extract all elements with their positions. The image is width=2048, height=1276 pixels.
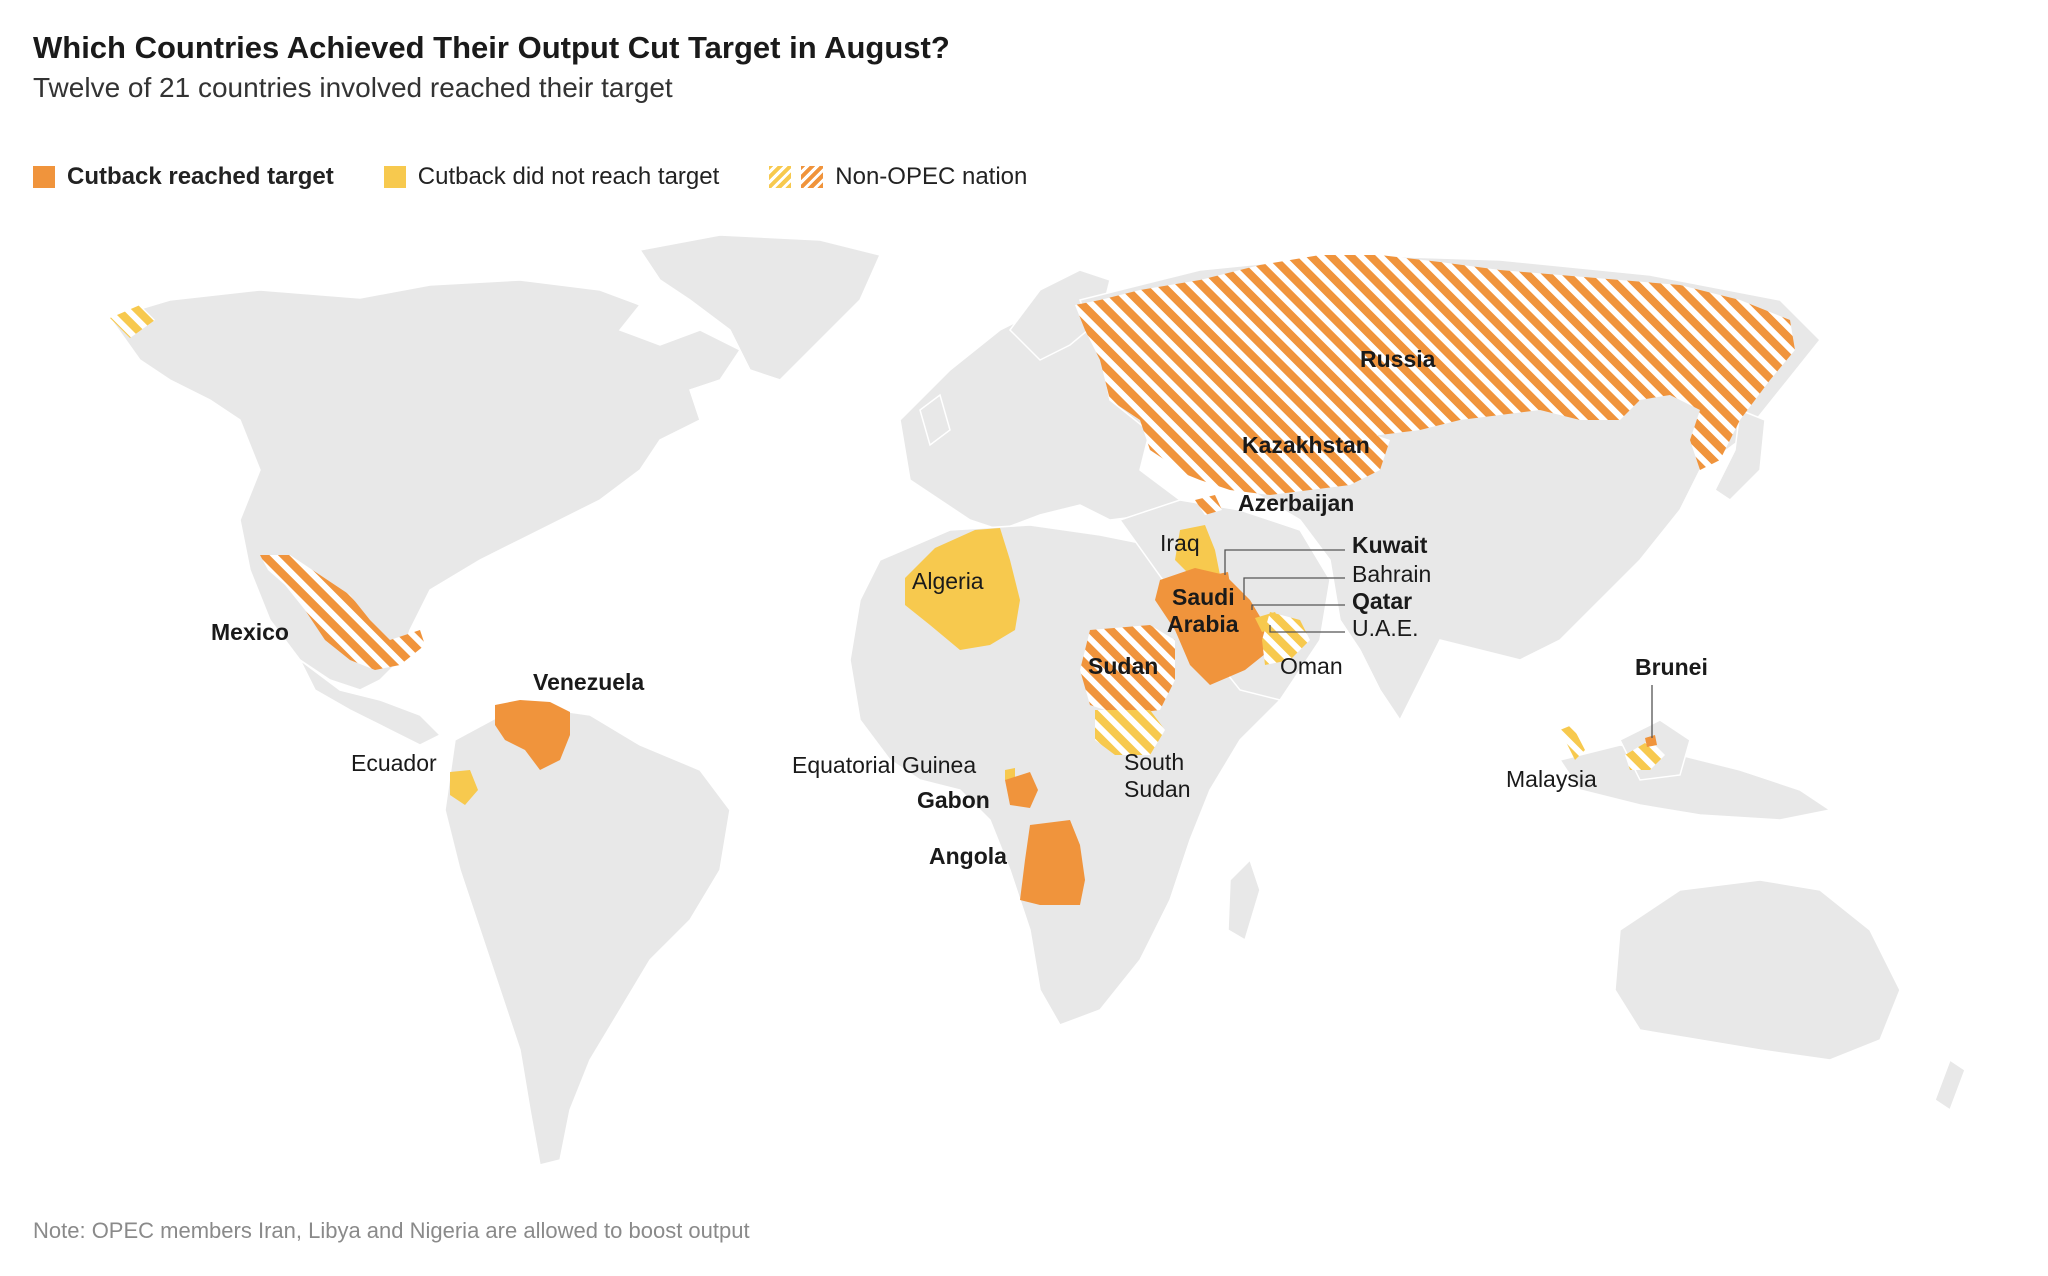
label-brunei: Brunei: [1635, 654, 1708, 680]
legend-swatch-reached: [33, 166, 55, 188]
label-algeria: Algeria: [912, 568, 984, 594]
map-subtitle: Twelve of 21 countries involved reached …: [33, 72, 673, 103]
country-mexico: [260, 555, 425, 670]
label-kuwait: Kuwait: [1352, 532, 1428, 558]
country-kuwait: [1218, 572, 1230, 585]
footnote: Note: OPEC members Iran, Libya and Niger…: [33, 1218, 750, 1243]
land-uk: [919, 393, 951, 447]
legend-swatch-hatch-yellow: [769, 166, 792, 188]
country-venezuela: [495, 700, 570, 770]
country-qatar: [1248, 606, 1255, 618]
label-oman: Oman: [1280, 653, 1343, 679]
legend-label-reached: Cutback reached target: [67, 163, 334, 190]
country-algeria: [905, 528, 1020, 650]
country-alaska-hatch: [110, 305, 155, 338]
label-russia: Russia: [1360, 346, 1436, 372]
legend: Cutback reached target Cutback did not r…: [33, 162, 1077, 192]
country-labels: Russia Kazakhstan Azerbaijan Iraq Kuwait…: [211, 346, 1708, 869]
label-bahrain: Bahrain: [1352, 561, 1431, 587]
country-eq-guinea: [1005, 768, 1015, 780]
country-brunei: [1645, 735, 1657, 747]
legend-item-non-opec: Non-OPEC nation: [769, 163, 1027, 191]
land-indonesia: [1558, 744, 1832, 821]
country-saudi-arabia: [1155, 568, 1270, 685]
legend-swatch-hatch-orange: [801, 166, 824, 188]
country-south-sudan: [1095, 710, 1165, 755]
label-ecuador: Ecuador: [351, 750, 437, 776]
label-mexico: Mexico: [211, 619, 289, 645]
legend-item-missed: Cutback did not reach target: [383, 163, 720, 191]
leader-lines: [1224, 549, 1653, 738]
label-sudan: Sudan: [1088, 653, 1158, 679]
label-saudi-1: Saudi: [1172, 584, 1235, 610]
label-qatar: Qatar: [1352, 588, 1412, 614]
country-gabon: [1005, 772, 1038, 808]
legend-label-missed: Cutback did not reach target: [417, 163, 720, 190]
country-iraq: [1175, 525, 1220, 580]
label-angola: Angola: [929, 843, 1007, 869]
leader-kuwait: [1224, 549, 1345, 575]
label-kazakhstan: Kazakhstan: [1242, 432, 1370, 458]
label-eq-guinea: Equatorial Guinea: [792, 752, 976, 778]
land-north-america: [108, 279, 742, 691]
land-madagascar: [1227, 858, 1261, 942]
label-saudi-2: Arabia: [1167, 611, 1239, 637]
land-australia: [1614, 879, 1901, 1061]
label-venezuela: Venezuela: [533, 669, 644, 695]
country-ecuador: [450, 770, 478, 805]
label-malaysia: Malaysia: [1506, 766, 1597, 792]
highlighted-countries: [110, 255, 1795, 905]
legend-swatch-missed: [383, 166, 406, 188]
label-south-sudan-2: Sudan: [1124, 776, 1191, 802]
legend-item-reached: Cutback reached target: [33, 163, 334, 191]
land-south-america: [444, 704, 731, 1166]
label-azerbaijan: Azerbaijan: [1238, 490, 1354, 516]
country-azerbaijan: [1195, 495, 1222, 515]
leader-bahrain: [1243, 577, 1345, 600]
label-south-sudan-1: South: [1124, 749, 1184, 775]
country-angola: [1020, 820, 1085, 905]
leader-uae: [1269, 625, 1345, 633]
legend-label-non-opec: Non-OPEC nation: [835, 163, 1028, 190]
label-gabon: Gabon: [917, 787, 990, 813]
country-russia: [1075, 255, 1795, 470]
country-kazakhstan: [1160, 425, 1390, 495]
map-title: Which Countries Achieved Their Output Cu…: [33, 30, 950, 65]
label-uae: U.A.E.: [1352, 615, 1418, 641]
land-japan: [1714, 408, 1766, 501]
land-central-america: [299, 659, 442, 746]
world-map: Russia Kazakhstan Azerbaijan Iraq Kuwait…: [108, 234, 1966, 1166]
leader-qatar: [1251, 604, 1345, 610]
land-new-zealand: [1934, 1058, 1966, 1112]
label-iraq: Iraq: [1160, 530, 1200, 556]
country-malaysia: [1560, 725, 1665, 770]
country-oman: [1262, 612, 1310, 665]
country-sudan: [1080, 625, 1175, 715]
land-greenland: [638, 234, 882, 381]
